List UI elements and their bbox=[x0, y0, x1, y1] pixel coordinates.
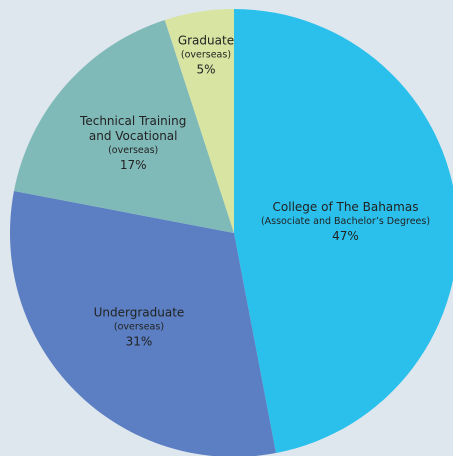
pie-slice bbox=[10, 191, 276, 456]
slice-label: and Vocational bbox=[89, 129, 178, 143]
pie-slice bbox=[13, 19, 235, 233]
slice-sublabel: (overseas) bbox=[181, 50, 231, 61]
slice-sublabel: (overseas) bbox=[114, 322, 164, 333]
slice-sublabel: (Associate and Bachelor’s Degrees) bbox=[261, 216, 430, 227]
slice-value: 47% bbox=[332, 229, 359, 243]
slice-sublabel: (overseas) bbox=[108, 145, 158, 156]
slice-label: College of The Bahamas bbox=[273, 200, 419, 214]
slice-label: Technical Training bbox=[79, 114, 186, 128]
slice-label: Undergraduate bbox=[94, 306, 185, 320]
pie-slice bbox=[164, 9, 234, 233]
slice-value: 31% bbox=[126, 335, 153, 349]
pie-slice bbox=[234, 9, 453, 454]
slice-label: Graduate bbox=[178, 34, 234, 48]
slice-value: 5% bbox=[196, 63, 215, 77]
slice-value: 17% bbox=[120, 158, 147, 172]
